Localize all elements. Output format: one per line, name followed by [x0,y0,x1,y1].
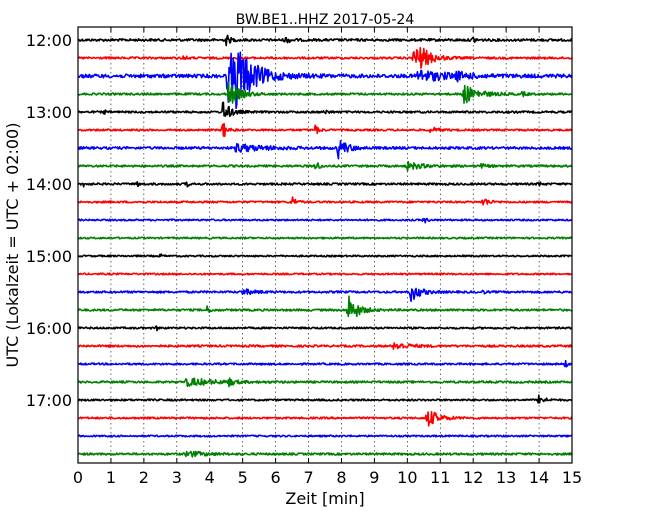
y-tick-label: 13:00 [26,103,72,122]
x-tick-label: 6 [271,468,281,487]
seismic-trace [77,411,573,427]
seismic-trace [77,196,573,206]
y-tick-label: 12:00 [26,31,72,50]
seismic-trace [77,325,573,332]
x-tick-label: 7 [303,468,313,487]
seismic-trace [77,287,573,303]
y-tick-label: 14:00 [26,175,72,194]
x-tick-label: 3 [172,468,182,487]
grid-layer [110,27,540,463]
x-tick-label: 1 [106,468,116,487]
x-tick-label: 2 [139,468,149,487]
x-tick-label: 10 [397,468,417,487]
x-tick-label: 8 [336,468,346,487]
seismic-trace [77,160,573,172]
x-tick-label: 15 [562,468,582,487]
plot-frame [77,26,573,464]
seismic-trace [77,394,573,404]
y-tick-label: 16:00 [26,319,72,338]
seismic-trace [77,359,573,368]
y-tick-label: 17:00 [26,391,72,410]
ticks-layer: 0 1 2 3 4 5 6 7 8 9 10 11 12 13 14 1512:0013:0014:0015:… [26,27,582,487]
x-tick-label: 4 [205,468,215,487]
x-tick-label: 11 [430,468,450,487]
seismic-trace [77,46,573,69]
x-tick-label: 0 [73,468,83,487]
seismic-trace [77,450,573,458]
y-tick-label: 15:00 [26,247,72,266]
x-tick-label: 5 [238,468,248,487]
seismic-trace [77,122,573,137]
x-tick-label: 12 [463,468,483,487]
chart-title: BW.BE1..HHZ 2017-05-24 [236,12,415,28]
seismic-trace [77,34,573,47]
seismic-trace [77,236,573,240]
seismic-trace [77,342,573,350]
seismic-trace [77,434,573,438]
seismic-trace [77,81,573,104]
traces-layer [77,34,573,458]
seismic-trace [77,101,573,118]
seismic-trace [77,253,573,258]
seismic-trace [77,295,573,318]
seismic-trace [77,51,573,110]
seismic-trace [77,272,573,276]
seismic-trace [77,180,573,188]
x-axis-label: Zeit [min] [285,489,364,508]
x-tick-label: 14 [529,468,549,487]
seismic-trace [77,377,573,388]
y-axis-label: UTC (Lokalzeit = UTC + 02:00) [3,123,22,368]
x-tick-label: 13 [496,468,516,487]
seismic-trace [77,140,573,160]
seismic-trace [77,217,573,224]
x-tick-label: 9 [369,468,379,487]
